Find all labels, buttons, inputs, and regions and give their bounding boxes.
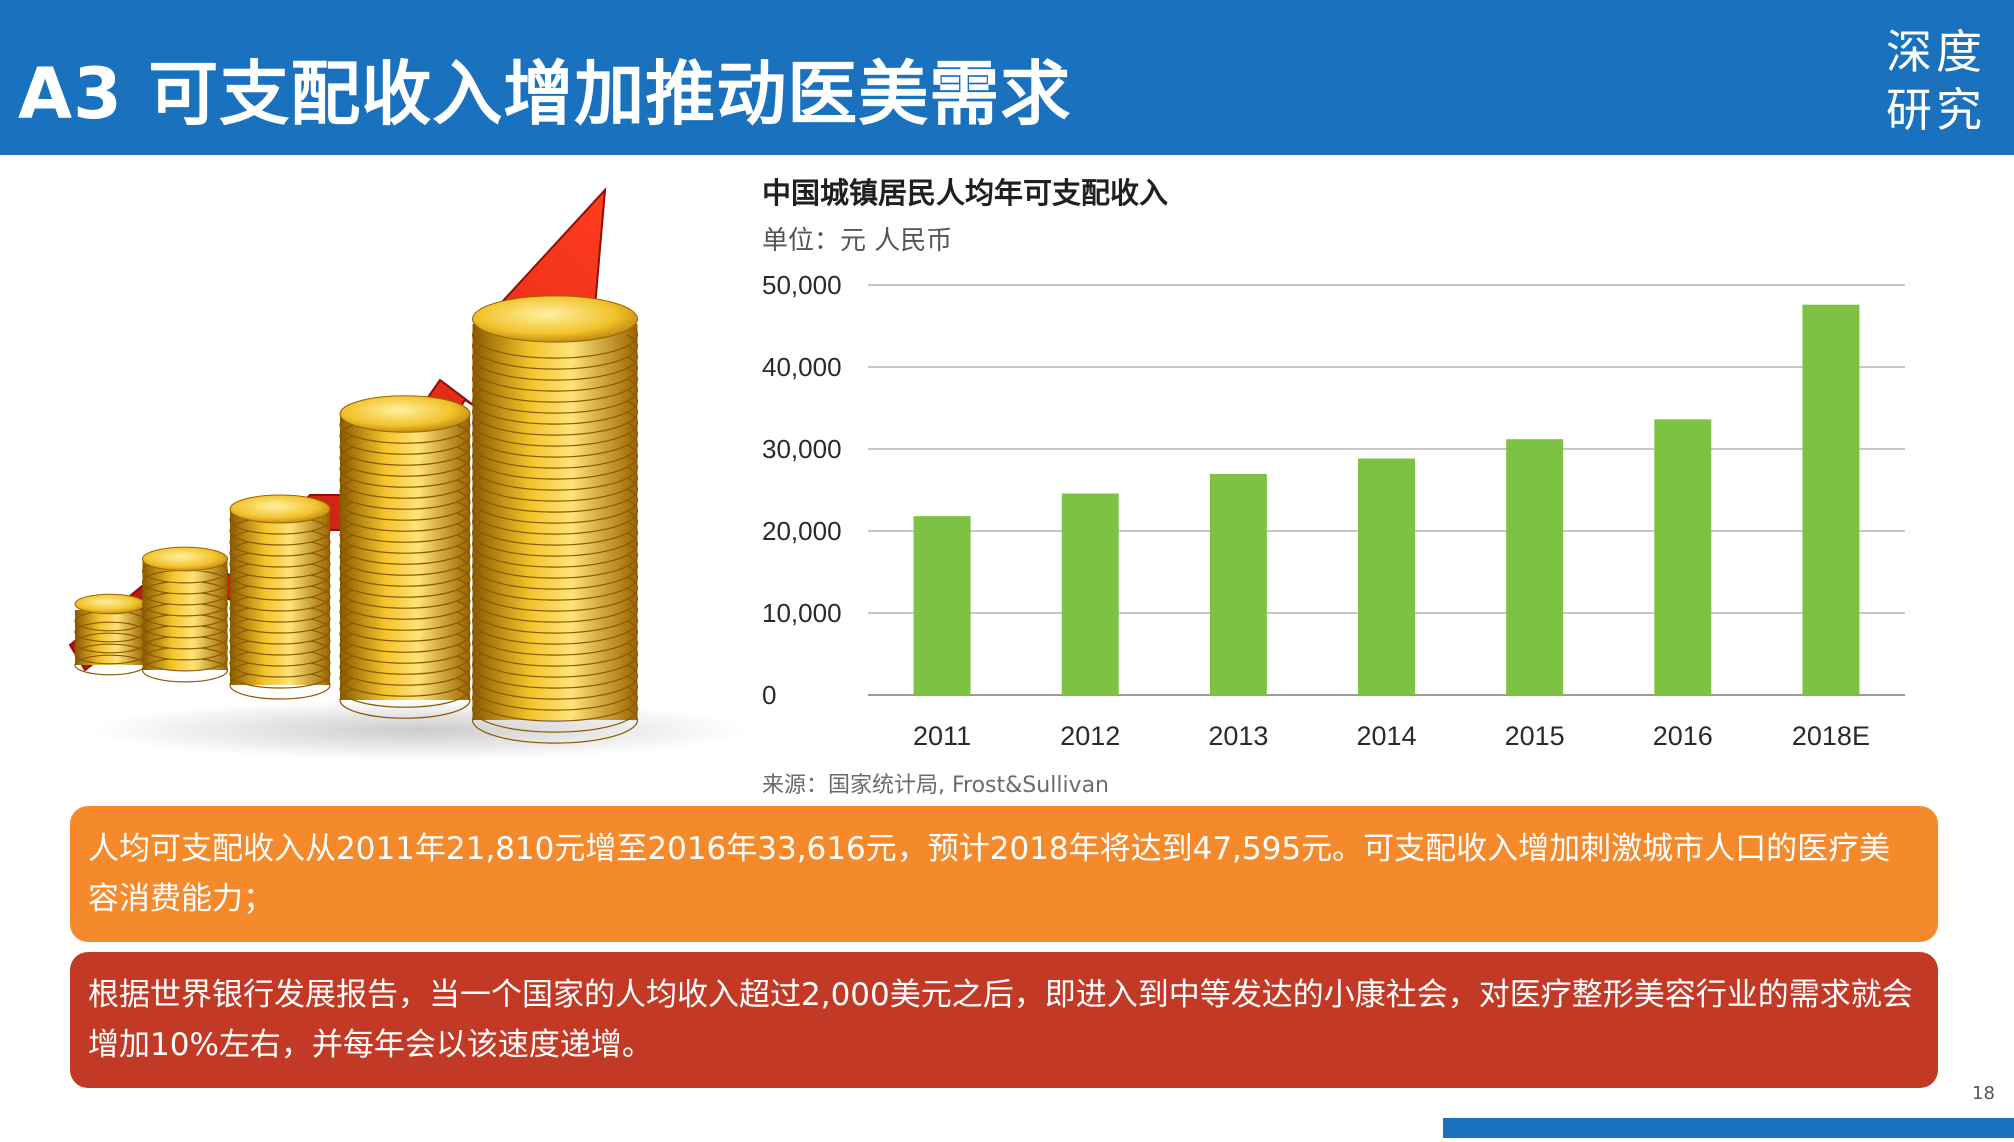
bar-2011 xyxy=(913,516,971,695)
x-tick-label: 2018E xyxy=(1792,721,1870,751)
bar-2016 xyxy=(1654,419,1712,695)
brand-logo: 深度 研究 xyxy=(1880,22,1992,140)
x-tick-label: 2013 xyxy=(1208,721,1268,751)
chart-unit-label: 单位：元 人民币 xyxy=(762,226,953,256)
bar-2012 xyxy=(1061,493,1119,695)
bar-2014 xyxy=(1358,458,1415,695)
x-tick-label: 2011 xyxy=(913,721,971,751)
y-tick-label: 10,000 xyxy=(762,598,842,628)
header-bar: A3 可支配收入增加推动医美需求 深度 研究 xyxy=(0,0,2014,155)
page-title: A3 可支配收入增加推动医美需求 xyxy=(18,53,1072,135)
logo-line-2: 研究 xyxy=(1886,83,1986,137)
x-tick-label: 2016 xyxy=(1653,721,1713,751)
bar-2013 xyxy=(1209,473,1267,695)
y-tick-label: 30,000 xyxy=(762,434,842,464)
income-note-box: 人均可支配收入从2011年21,810元增至2016年33,616元，预计201… xyxy=(70,806,1938,942)
y-tick-label: 40,000 xyxy=(762,352,842,382)
chart-source: 来源：国家统计局, Frost&Sullivan xyxy=(762,773,1109,798)
y-tick-label: 0 xyxy=(762,680,776,710)
rising-coins-arrow-icon xyxy=(68,187,750,760)
y-tick-label: 50,000 xyxy=(762,270,842,300)
page-number: 18 xyxy=(1972,1083,1995,1104)
x-tick-label: 2015 xyxy=(1505,721,1565,751)
footer-bar xyxy=(1443,1118,2014,1138)
worldbank-note-box: 根据世界银行发展报告，当一个国家的人均收入超过2,000美元之后，即进入到中等发… xyxy=(70,952,1938,1088)
logo-line-1: 深度 xyxy=(1886,25,1986,79)
bar-2015 xyxy=(1506,439,1564,695)
chart-title: 中国城镇居民人均年可支配收入 xyxy=(762,176,1169,210)
x-tick-label: 2014 xyxy=(1356,721,1416,751)
x-tick-label: 2012 xyxy=(1060,721,1120,751)
bar-2018E xyxy=(1802,304,1860,695)
income-bar-chart: 0 10,000 20,000 30,000 40,000 50,000 2011 2012 2… xyxy=(762,270,1905,751)
y-tick-label: 20,000 xyxy=(762,516,842,546)
